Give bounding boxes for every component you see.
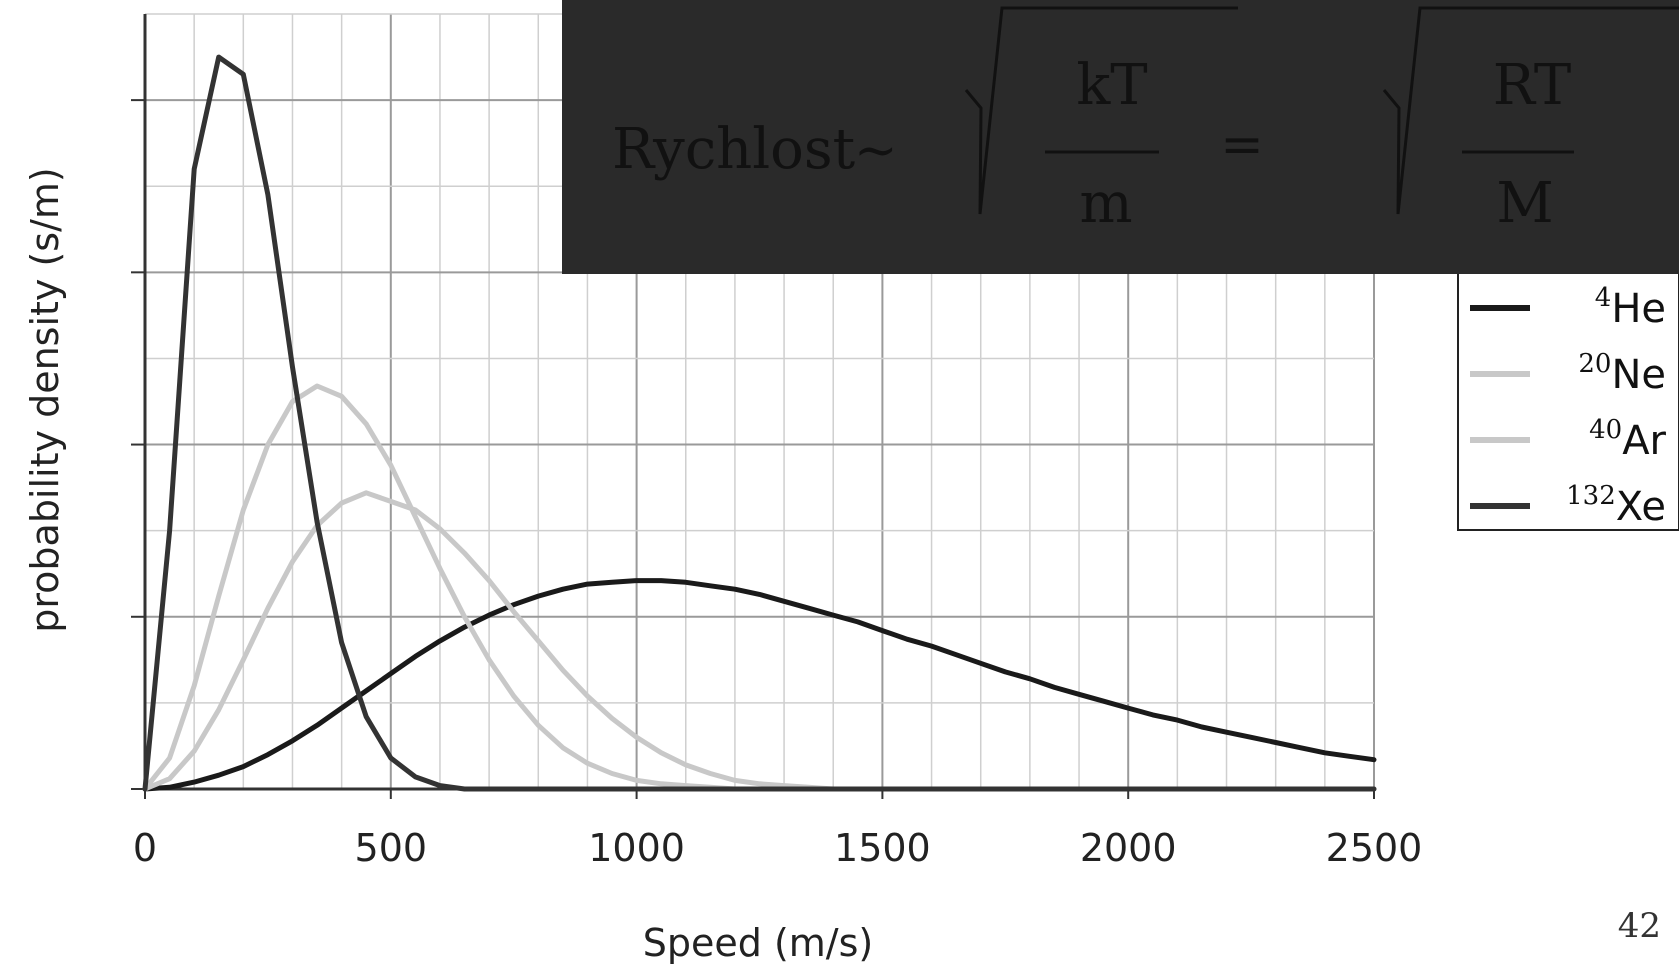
fraction2-numerator: RT bbox=[1493, 53, 1572, 118]
x-tick-label: 1000 bbox=[588, 826, 685, 870]
x-tick-label: 0 bbox=[133, 826, 157, 870]
formula-tilde: ~ bbox=[854, 121, 898, 181]
series-lines bbox=[142, 54, 1377, 792]
x-tick-label: 2000 bbox=[1080, 826, 1177, 870]
x-tick-label: 1500 bbox=[834, 826, 931, 870]
sqrt-sign-2 bbox=[1382, 6, 1679, 215]
legend: 4He 20Ne 40Ar 132Xe bbox=[1457, 257, 1679, 531]
series-line-xe bbox=[142, 54, 1377, 792]
slide-number: 42 bbox=[1617, 906, 1661, 946]
series-line-he bbox=[142, 578, 1377, 792]
formula-word: Rychlost bbox=[612, 117, 856, 182]
legend-box bbox=[1457, 257, 1679, 531]
y-axis-label: probability density (s/m) bbox=[23, 167, 67, 633]
x-axis-label: Speed (m/s) bbox=[643, 921, 873, 965]
formula: Rychlost ~ kT m = RT M bbox=[612, 6, 1679, 236]
x-tick-label: 2500 bbox=[1326, 826, 1423, 870]
legend-label-ar: 40Ar bbox=[1589, 415, 1666, 464]
tick-labels: 0 500 1000 1500 2000 2500 bbox=[133, 789, 1422, 870]
formula-banner: Rychlost ~ kT m = RT M bbox=[562, 0, 1679, 274]
sqrt-sign-1 bbox=[964, 6, 1238, 215]
series-line-ar bbox=[142, 490, 1377, 792]
legend-label-he: 4He bbox=[1595, 283, 1666, 332]
fraction2-denominator: M bbox=[1496, 171, 1553, 236]
legend-label-xe: 132Xe bbox=[1566, 481, 1666, 530]
x-tick-label: 500 bbox=[355, 826, 428, 870]
legend-label-ne: 20Ne bbox=[1578, 349, 1666, 398]
fraction1-numerator: kT bbox=[1076, 53, 1147, 118]
fraction1-denominator: m bbox=[1079, 171, 1132, 236]
formula-equals: = bbox=[1220, 115, 1264, 175]
